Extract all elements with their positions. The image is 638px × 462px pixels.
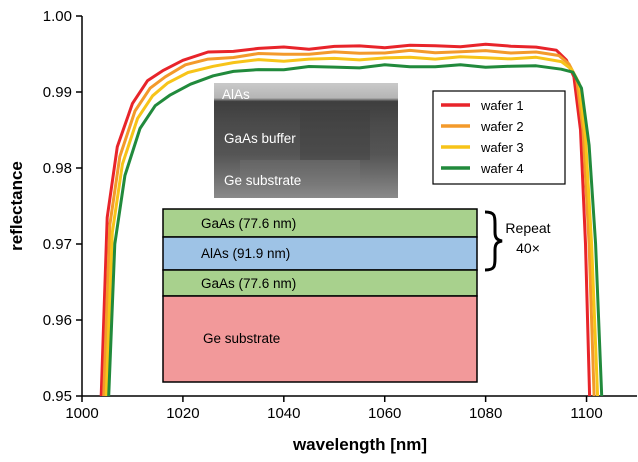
layer-stack: GaAs (77.6 nm) AlAs (91.9 nm) GaAs (77.6… <box>162 208 551 383</box>
y-tick-label: 0.96 <box>43 312 72 329</box>
series-line-wafer-4 <box>107 63 604 396</box>
tem-grain-2 <box>240 160 360 185</box>
y-tick-label: 0.99 <box>43 84 72 101</box>
layer-label-alas: AlAs (91.9 nm) <box>201 246 290 261</box>
repeat-label: Repeat <box>505 220 550 236</box>
series-layer <box>99 42 604 396</box>
series-line-wafer-2 <box>102 48 596 396</box>
x-tick-label: 1000 <box>65 405 98 422</box>
tem-grain-1 <box>300 110 370 160</box>
layer-label-gaas-top: GaAs (77.6 nm) <box>201 216 296 231</box>
layer-gaas-top <box>162 208 478 238</box>
x-tick-label: 1060 <box>368 405 401 422</box>
x-axis-title: wavelength [nm] <box>292 435 427 454</box>
layer-label-gaas-bottom: GaAs (77.6 nm) <box>201 276 296 291</box>
layer-alas <box>162 236 478 271</box>
series-line-wafer-1 <box>99 42 592 396</box>
legend-label: wafer 1 <box>480 98 524 113</box>
x-tick-label: 1020 <box>166 405 199 422</box>
tem-label-gaas-buffer: GaAs buffer <box>224 131 296 146</box>
y-axis-title: reflectance <box>7 161 26 251</box>
repeat-count: 40× <box>516 240 540 256</box>
y-tick-label: 0.97 <box>43 236 72 253</box>
legend-label: wafer 3 <box>480 140 524 155</box>
y-tick-label: 0.98 <box>43 160 72 177</box>
y-tick-label: 0.95 <box>43 388 72 405</box>
layer-ge-substrate <box>162 295 478 383</box>
layer-label-ge-substrate: Ge substrate <box>203 331 280 346</box>
legend-label: wafer 2 <box>480 119 524 134</box>
series-line-wafer-3 <box>104 55 600 396</box>
tem-label-ge-substrate: Ge substrate <box>224 173 301 188</box>
x-tick-label: 1040 <box>267 405 300 422</box>
x-tick-label: 1100 <box>570 405 602 422</box>
layer-gaas-bottom <box>162 269 478 297</box>
legend: wafer 1 wafer 2 wafer 3 wafer 4 <box>432 90 566 185</box>
y-axis-ticks: 0.95 0.96 0.97 0.98 0.99 1.00 <box>43 8 82 405</box>
legend-label: wafer 4 <box>480 161 524 176</box>
repeat-brace <box>484 210 503 272</box>
tem-label-alas: AlAs <box>222 87 250 102</box>
x-tick-label: 1080 <box>469 405 502 422</box>
tem-micrograph: AlAs GaAs buffer Ge substrate <box>214 83 398 198</box>
tem-image <box>214 83 398 198</box>
x-axis-ticks: 1000 1020 1040 1060 1080 1100 <box>65 396 603 422</box>
y-tick-label: 1.00 <box>43 8 72 25</box>
